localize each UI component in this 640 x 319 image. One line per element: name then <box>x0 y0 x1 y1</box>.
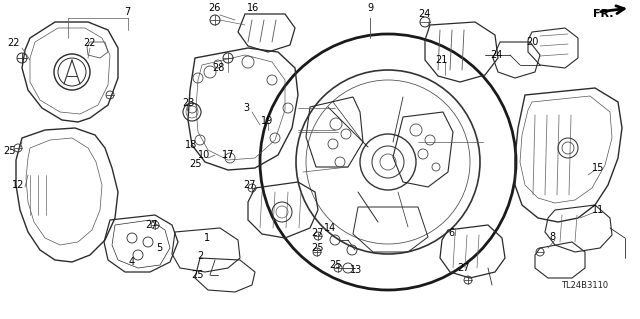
Text: 27: 27 <box>458 263 470 273</box>
Text: 22: 22 <box>84 38 96 48</box>
Text: 8: 8 <box>549 232 555 242</box>
Text: 25: 25 <box>329 260 341 270</box>
Text: 3: 3 <box>243 103 249 113</box>
Text: 25: 25 <box>191 270 204 280</box>
Text: 27: 27 <box>146 220 158 230</box>
Text: 10: 10 <box>198 150 210 160</box>
Text: 27: 27 <box>311 228 323 238</box>
Text: 4: 4 <box>129 257 135 267</box>
Text: 14: 14 <box>324 223 336 233</box>
Text: 22: 22 <box>8 38 20 48</box>
Text: 5: 5 <box>156 243 162 253</box>
Text: FR.: FR. <box>593 9 614 19</box>
Text: 19: 19 <box>261 116 273 126</box>
Text: 6: 6 <box>448 228 454 238</box>
Text: 7: 7 <box>124 7 130 17</box>
Text: 25: 25 <box>311 243 323 253</box>
Text: 9: 9 <box>367 3 373 13</box>
Text: 18: 18 <box>185 140 197 150</box>
Text: 13: 13 <box>350 265 362 275</box>
Text: 24: 24 <box>418 9 430 19</box>
Text: 27: 27 <box>243 180 255 190</box>
Text: 11: 11 <box>592 205 604 215</box>
Text: 26: 26 <box>208 3 220 13</box>
Text: 20: 20 <box>526 37 538 47</box>
Text: 28: 28 <box>212 63 224 73</box>
Text: TL24B3110: TL24B3110 <box>561 280 608 290</box>
Text: 23: 23 <box>182 98 194 108</box>
Text: 21: 21 <box>435 55 447 65</box>
Text: 17: 17 <box>222 150 234 160</box>
Text: 15: 15 <box>592 163 604 173</box>
Text: 16: 16 <box>247 3 259 13</box>
Text: 25: 25 <box>189 159 202 169</box>
Text: 24: 24 <box>490 50 502 60</box>
Text: 2: 2 <box>197 251 203 261</box>
Text: 1: 1 <box>204 233 210 243</box>
Text: 12: 12 <box>12 180 24 190</box>
Text: 25: 25 <box>4 146 16 156</box>
